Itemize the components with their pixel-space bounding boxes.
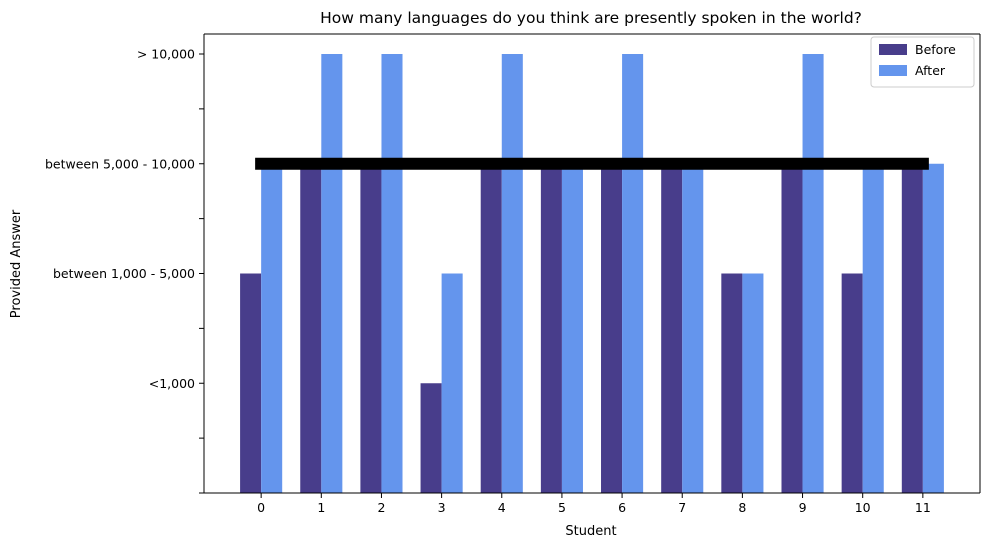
x-tick-label: 2 bbox=[377, 500, 385, 515]
plot-area: <1,000 between 1,000 - 5,000 between 5,000… bbox=[45, 33, 981, 515]
x-tick-label: 0 bbox=[257, 500, 265, 515]
y-tick-label: between 5,000 - 10,000 bbox=[45, 156, 195, 171]
bar-after-6 bbox=[622, 54, 644, 493]
x-tick-label: 10 bbox=[855, 500, 871, 515]
x-axis-label: Student bbox=[565, 524, 616, 539]
bar-before-4 bbox=[480, 163, 502, 493]
x-tick-label: 4 bbox=[498, 500, 506, 515]
legend-swatch-before bbox=[879, 44, 907, 55]
x-tick-label: 5 bbox=[558, 500, 566, 515]
reference-line bbox=[255, 157, 929, 170]
x-tick-label: 3 bbox=[438, 500, 446, 515]
bar-after-5 bbox=[561, 163, 583, 493]
chart-title: How many languages do you think are pres… bbox=[320, 9, 862, 27]
x-tick-label: 7 bbox=[678, 500, 686, 515]
bar-after-2 bbox=[381, 54, 403, 493]
bar-before-6 bbox=[601, 163, 623, 493]
y-axis-label: Provided Answer bbox=[9, 209, 24, 318]
y-tick-label: <1,000 bbox=[149, 376, 195, 391]
y-tick-label: between 1,000 - 5,000 bbox=[53, 266, 195, 281]
bar-after-10 bbox=[862, 163, 884, 493]
bar-after-3 bbox=[441, 273, 463, 493]
y-tick-label: > 10,000 bbox=[137, 47, 195, 62]
bar-before-1 bbox=[300, 163, 322, 493]
bar-before-0 bbox=[240, 273, 262, 493]
x-tick-label: 6 bbox=[618, 500, 626, 515]
legend-label-before: Before bbox=[915, 42, 956, 57]
bar-before-8 bbox=[721, 273, 743, 493]
x-tick-label: 9 bbox=[799, 500, 807, 515]
bar-before-3 bbox=[420, 383, 442, 493]
bar-after-1 bbox=[321, 54, 343, 493]
legend-swatch-after bbox=[879, 65, 907, 76]
x-tick-label: 1 bbox=[317, 500, 325, 515]
bar-before-5 bbox=[540, 163, 562, 493]
x-tick-label: 11 bbox=[915, 500, 931, 515]
bar-after-9 bbox=[802, 54, 824, 493]
bar-after-0 bbox=[261, 163, 283, 493]
bar-after-8 bbox=[742, 273, 764, 493]
bar-before-2 bbox=[360, 163, 382, 493]
bar-after-7 bbox=[682, 163, 704, 493]
bar-after-11 bbox=[922, 163, 944, 493]
bar-before-11 bbox=[901, 163, 923, 493]
bar-before-7 bbox=[661, 163, 683, 493]
legend-label-after: After bbox=[915, 63, 946, 78]
bar-after-4 bbox=[501, 54, 523, 493]
bar-before-10 bbox=[841, 273, 863, 493]
legend: Before After bbox=[870, 36, 975, 88]
bar-before-9 bbox=[781, 163, 803, 493]
x-tick-label: 8 bbox=[738, 500, 746, 515]
